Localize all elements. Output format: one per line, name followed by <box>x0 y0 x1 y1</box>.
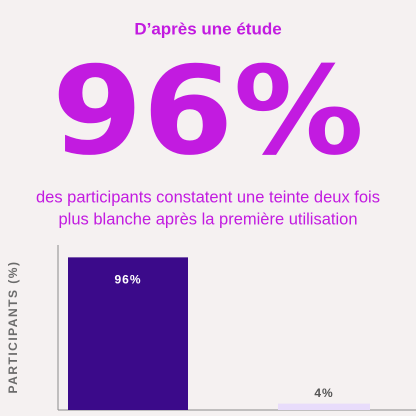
value-label: 96% <box>114 273 141 287</box>
value-label: 4% <box>314 386 333 400</box>
y-axis-label: PARTICIPANTS (%) <box>6 261 20 394</box>
headline-stat: 96% <box>52 40 364 182</box>
kicker: D’après une étude <box>134 19 281 38</box>
bar <box>68 257 188 410</box>
bar <box>278 403 370 410</box>
description-line: plus blanche après la première utilisati… <box>59 210 358 228</box>
description-line: des participants constatent une teinte d… <box>36 188 380 206</box>
